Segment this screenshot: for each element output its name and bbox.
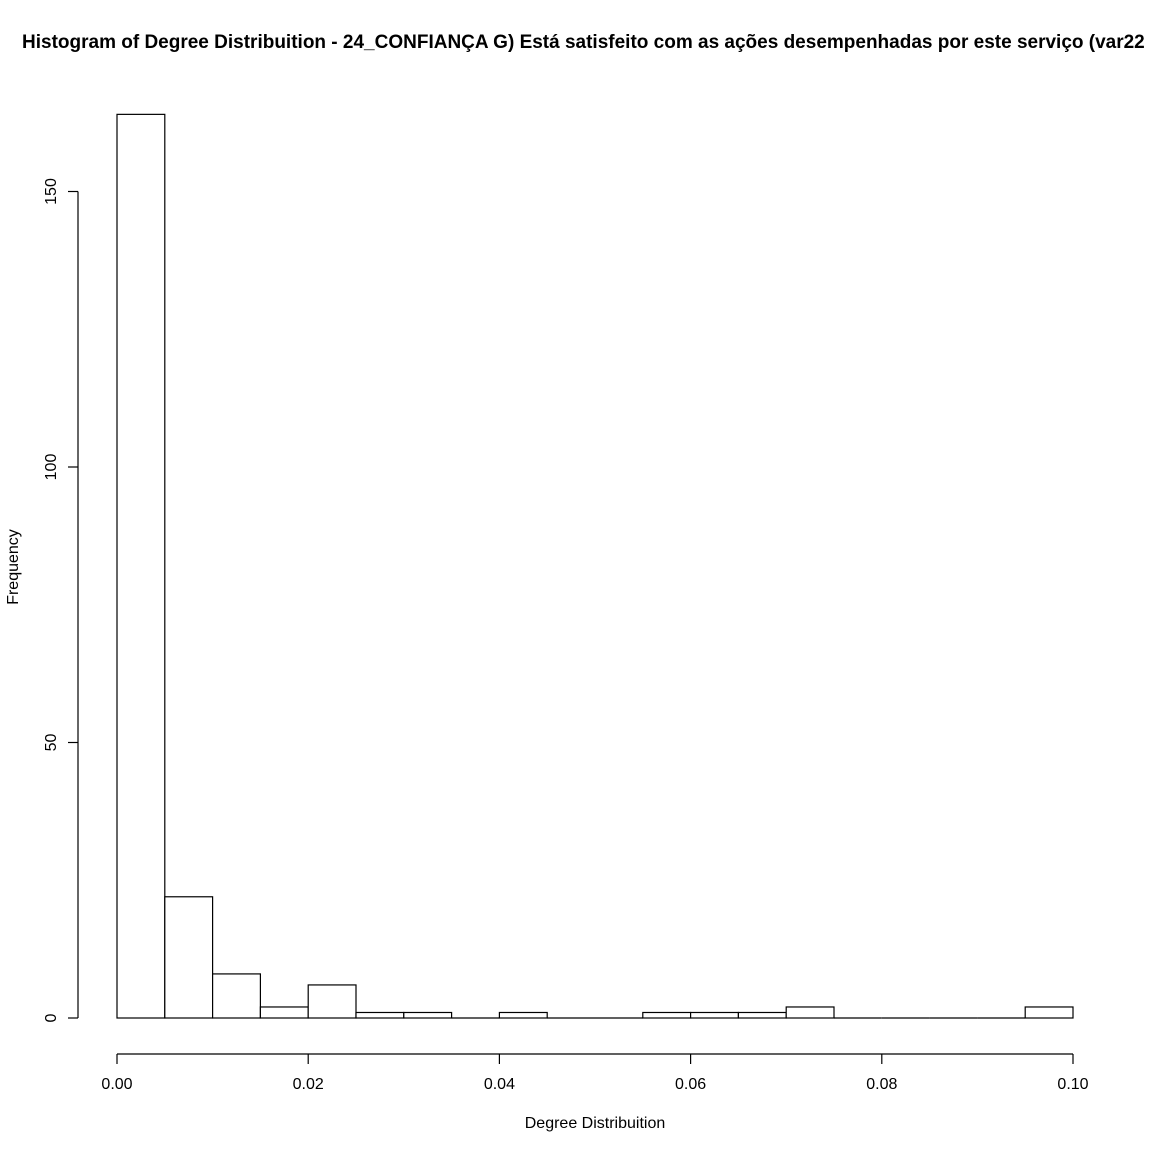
y-axis-label: Frequency: [5, 529, 22, 605]
histogram-bar: [259, 1006, 309, 1019]
x-tick-label: 0.00: [101, 1076, 132, 1093]
histogram-bar: [355, 1011, 405, 1019]
histogram-bar: [498, 1011, 548, 1019]
histogram-bar: [642, 1011, 692, 1019]
x-tick-label: 0.06: [675, 1076, 706, 1093]
x-axis-label: Degree Distribuition: [525, 1115, 666, 1132]
histogram-bar: [164, 896, 214, 1019]
y-axis: 0 50 100 150: [43, 178, 79, 1022]
histogram-bar: [307, 984, 357, 1019]
histogram-bar: [212, 973, 262, 1019]
histogram-bar: [689, 1011, 739, 1019]
x-tick-label: 0.02: [293, 1076, 324, 1093]
x-axis: 0.00 0.02 0.04 0.06 0.08 0.10: [101, 1053, 1089, 1093]
y-tick-label: 0: [43, 1013, 60, 1022]
histogram-bar: [116, 113, 166, 1019]
x-tick-label: 0.04: [484, 1076, 515, 1093]
chart-title: Histogram of Degree Distribuition - 24_C…: [22, 32, 1145, 53]
y-tick-label: 100: [43, 454, 60, 481]
histogram-bar: [1024, 1006, 1074, 1019]
y-tick-label: 150: [43, 178, 60, 205]
x-tick-label: 0.10: [1057, 1076, 1088, 1093]
y-tick-label: 50: [43, 734, 60, 752]
histogram-bar: [785, 1006, 835, 1019]
histogram-bar: [737, 1011, 787, 1019]
histogram-bar: [403, 1011, 453, 1019]
x-tick-label: 0.08: [866, 1076, 897, 1093]
histogram-bars: [116, 113, 1074, 1019]
